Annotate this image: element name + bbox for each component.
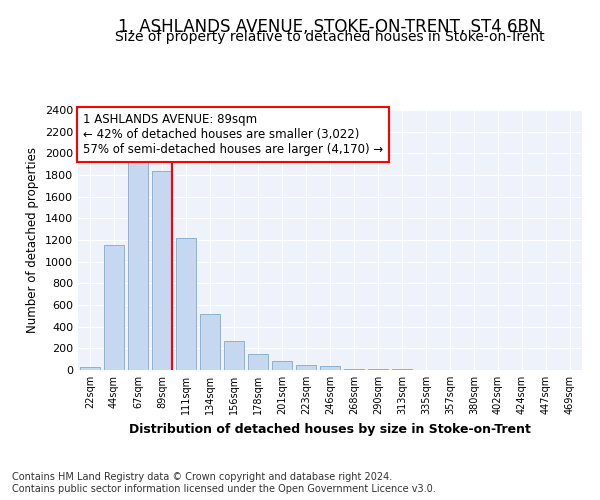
- Text: Size of property relative to detached houses in Stoke-on-Trent: Size of property relative to detached ho…: [115, 30, 545, 44]
- Text: 1 ASHLANDS AVENUE: 89sqm
← 42% of detached houses are smaller (3,022)
57% of sem: 1 ASHLANDS AVENUE: 89sqm ← 42% of detach…: [83, 112, 383, 156]
- Text: Contains HM Land Registry data © Crown copyright and database right 2024.: Contains HM Land Registry data © Crown c…: [12, 472, 392, 482]
- Bar: [152, 170, 172, 370]
- Bar: [176, 238, 196, 370]
- Bar: [104, 246, 124, 370]
- Text: 1, ASHLANDS AVENUE, STOKE-ON-TRENT, ST4 6BN: 1, ASHLANDS AVENUE, STOKE-ON-TRENT, ST4 …: [118, 18, 542, 36]
- Y-axis label: Number of detached properties: Number of detached properties: [26, 147, 40, 333]
- X-axis label: Distribution of detached houses by size in Stoke-on-Trent: Distribution of detached houses by size …: [129, 422, 531, 436]
- Bar: [296, 364, 316, 370]
- Bar: [200, 314, 220, 370]
- Bar: [80, 367, 100, 370]
- Bar: [128, 159, 148, 370]
- Bar: [224, 342, 244, 370]
- Bar: [272, 362, 292, 370]
- Bar: [248, 354, 268, 370]
- Text: Contains public sector information licensed under the Open Government Licence v3: Contains public sector information licen…: [12, 484, 436, 494]
- Bar: [320, 366, 340, 370]
